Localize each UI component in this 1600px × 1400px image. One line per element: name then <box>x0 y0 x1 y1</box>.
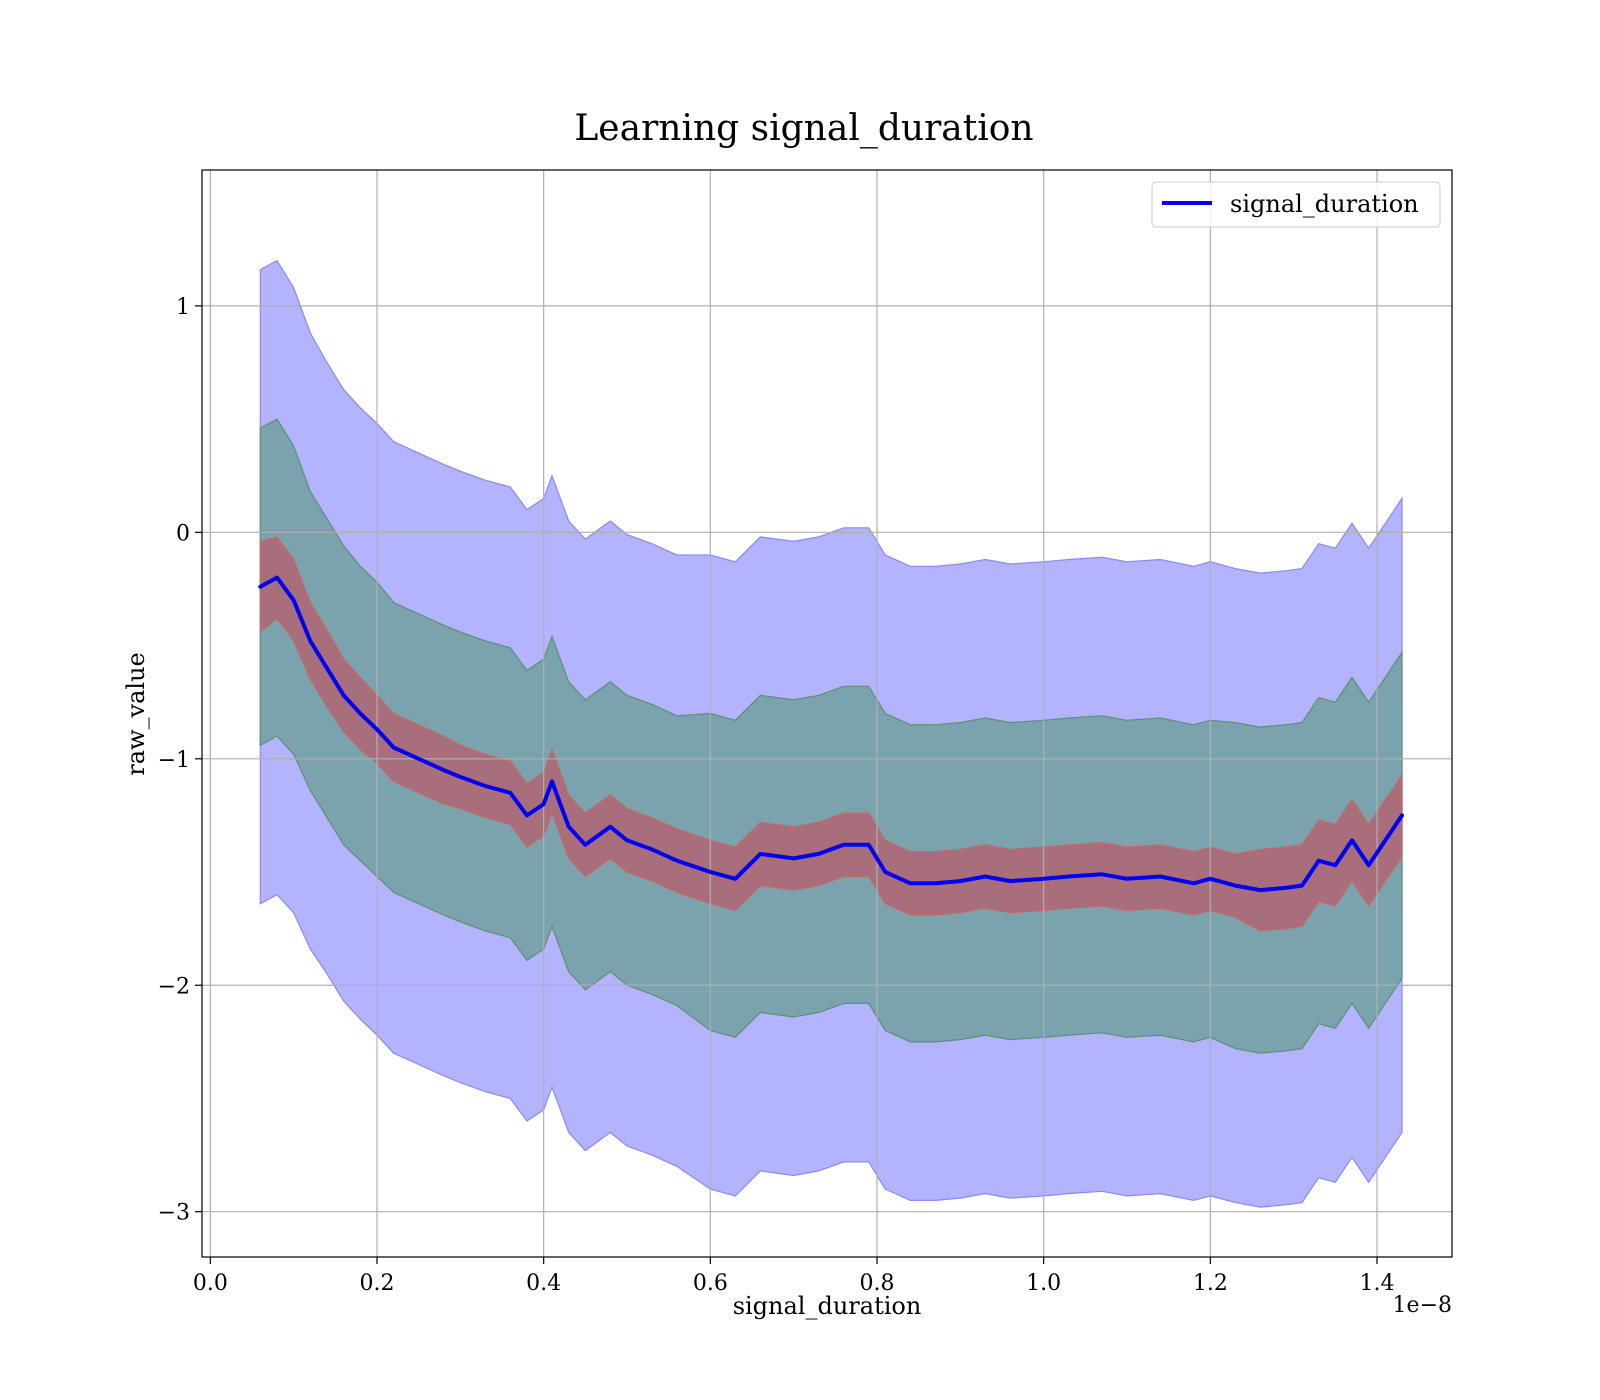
confidence-bands <box>259 259 1403 1208</box>
y-tick-label: 0 <box>176 521 190 546</box>
plot-frame <box>201 169 1453 1258</box>
y-axis-ticks: 1 0 −1 −2 −3 <box>158 295 202 1226</box>
chart-title: Learning signal_duration <box>574 108 1033 149</box>
y-tick-label: −2 <box>158 974 190 999</box>
y-tick-label: −3 <box>158 1201 190 1226</box>
y-tick-label: 1 <box>176 295 190 320</box>
x-tick-label: 0.6 <box>693 1271 728 1296</box>
x-axis-offset-text: 1e−8 <box>1393 1293 1452 1318</box>
legend-entry-label: signal_duration <box>1230 190 1419 218</box>
x-tick-label: 1.0 <box>1026 1271 1061 1296</box>
x-tick-label: 0.8 <box>860 1271 895 1296</box>
series-lines <box>258 575 1404 893</box>
legend: signal_duration <box>1151 181 1441 228</box>
x-tick-label: 1.4 <box>1360 1271 1395 1296</box>
inner-band <box>259 536 1403 932</box>
y-tick-label: −1 <box>158 748 190 773</box>
x-axis-label: signal_duration <box>733 1292 922 1320</box>
x-tick-label: 0.2 <box>360 1271 395 1296</box>
x-tick-label: 0.0 <box>193 1271 228 1296</box>
x-axis-ticks: 0.0 0.2 0.4 0.6 0.8 1.0 1.2 1.4 <box>193 1257 1395 1296</box>
y-axis-label: raw_value <box>122 652 150 776</box>
grid <box>202 170 1452 1257</box>
legend-box <box>1151 181 1441 228</box>
x-tick-label: 0.4 <box>526 1271 561 1296</box>
series-line-signal-duration <box>258 575 1404 893</box>
x-tick-label: 1.2 <box>1193 1271 1228 1296</box>
plot-area <box>201 169 1453 1258</box>
